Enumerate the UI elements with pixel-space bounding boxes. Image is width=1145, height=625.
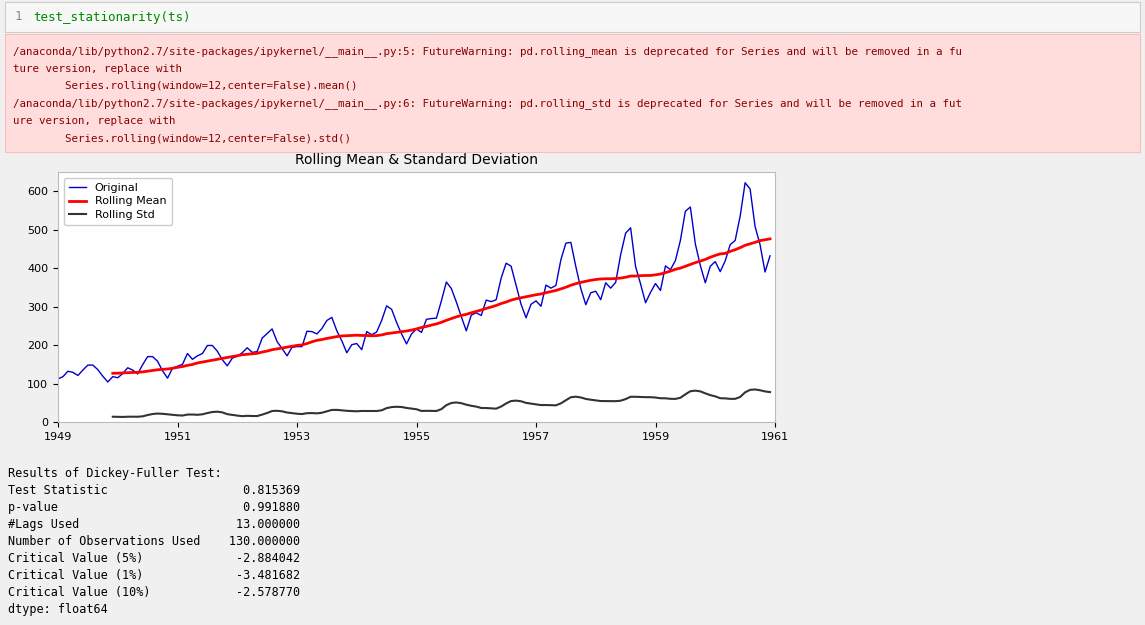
Text: Series.rolling(window=12,center=False).mean(): Series.rolling(window=12,center=False).m… — [13, 81, 357, 91]
Text: #Lags Used                      13.000000: #Lags Used 13.000000 — [8, 518, 300, 531]
Rolling Mean — [764, 235, 777, 242]
Text: Critical Value (5%)             -2.884042: Critical Value (5%) -2.884042 — [8, 552, 300, 565]
Rolling Std — [633, 393, 647, 401]
Text: dtype: float64: dtype: float64 — [8, 603, 108, 616]
Original — [105, 373, 119, 381]
Original — [764, 252, 777, 259]
Text: Results of Dickey-Fuller Test:: Results of Dickey-Fuller Test: — [8, 467, 222, 480]
Rolling Mean — [270, 345, 284, 352]
Title: Rolling Mean & Standard Deviation: Rolling Mean & Standard Deviation — [295, 152, 538, 167]
Rolling Mean — [633, 272, 647, 279]
Text: ure version, replace with: ure version, replace with — [13, 116, 175, 126]
Text: ture version, replace with: ture version, replace with — [13, 64, 182, 74]
Text: Number of Observations Used    130.000000: Number of Observations Used 130.000000 — [8, 535, 300, 548]
Text: Test Statistic                   0.815369: Test Statistic 0.815369 — [8, 484, 300, 497]
Line: Original: Original — [58, 182, 771, 382]
Original — [639, 299, 653, 306]
Text: Series.rolling(window=12,center=False).std(): Series.rolling(window=12,center=False).s… — [13, 134, 352, 144]
Text: 1: 1 — [15, 11, 23, 24]
Original — [629, 263, 642, 271]
Rolling Std — [624, 393, 638, 401]
Text: p-value                          0.991880: p-value 0.991880 — [8, 501, 300, 514]
Text: Critical Value (10%)            -2.578770: Critical Value (10%) -2.578770 — [8, 586, 300, 599]
Legend: Original, Rolling Mean, Rolling Std: Original, Rolling Mean, Rolling Std — [64, 177, 172, 226]
Rolling Std — [764, 388, 777, 396]
Rolling Mean — [559, 284, 572, 291]
Text: test_stationarity(ts): test_stationarity(ts) — [33, 11, 190, 24]
Rolling Std — [270, 407, 284, 414]
Original — [564, 239, 578, 246]
Original — [739, 179, 752, 186]
Text: Critical Value (1%)             -3.481682: Critical Value (1%) -3.481682 — [8, 569, 300, 582]
Line: Rolling Mean: Rolling Mean — [112, 239, 771, 373]
Rolling Mean — [156, 366, 169, 373]
Original — [160, 374, 174, 382]
Original — [275, 345, 289, 352]
Original — [52, 375, 65, 382]
Rolling Std — [156, 410, 169, 418]
Original — [101, 378, 114, 386]
Text: /anaconda/lib/python2.7/site-packages/ipykernel/__main__.py:5: FutureWarning: pd: /anaconda/lib/python2.7/site-packages/ip… — [13, 46, 962, 57]
Rolling Mean — [624, 272, 638, 280]
Rolling Std — [559, 396, 572, 404]
Text: /anaconda/lib/python2.7/site-packages/ipykernel/__main__.py:6: FutureWarning: pd: /anaconda/lib/python2.7/site-packages/ip… — [13, 99, 962, 109]
Line: Rolling Std: Rolling Std — [112, 389, 771, 417]
